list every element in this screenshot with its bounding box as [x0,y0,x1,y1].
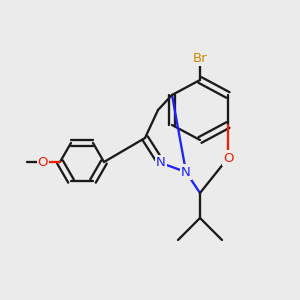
Text: N: N [156,157,166,169]
Text: N: N [181,166,191,178]
Text: O: O [38,155,48,169]
Text: O: O [223,152,233,164]
Text: Br: Br [193,52,207,64]
